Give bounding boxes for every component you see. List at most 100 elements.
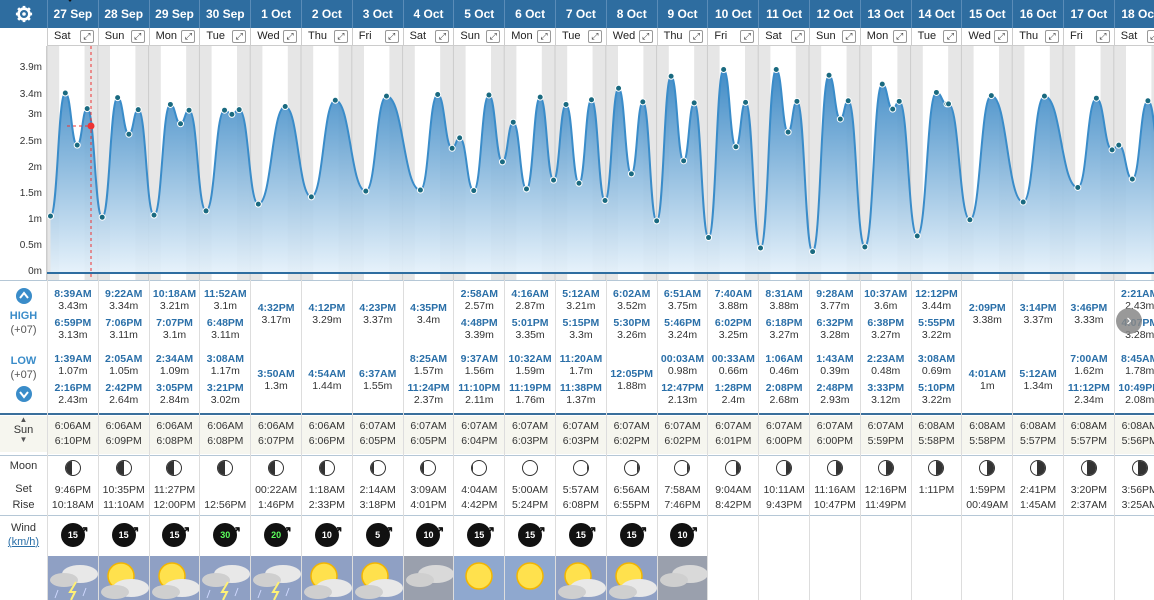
tide-point[interactable] <box>705 234 713 242</box>
tide-point[interactable] <box>1040 92 1048 100</box>
date-cell[interactable]: 29 Sep <box>148 0 200 28</box>
wind-indicator[interactable]: 15 ↗ <box>454 523 504 547</box>
expand-icon[interactable]: ⤢ <box>384 30 399 43</box>
tide-point[interactable] <box>202 207 210 215</box>
expand-icon[interactable]: ⤢ <box>689 30 704 43</box>
date-cell[interactable]: 13 Oct <box>859 0 911 28</box>
tide-point[interactable] <box>73 141 81 149</box>
expand-icon[interactable]: ⤢ <box>740 30 755 43</box>
expand-icon[interactable]: ⤢ <box>79 30 94 43</box>
expand-icon[interactable]: ⤢ <box>232 30 247 43</box>
tide-point[interactable] <box>448 144 456 152</box>
tide-point[interactable] <box>1144 97 1152 105</box>
tide-point[interactable] <box>784 128 792 136</box>
tide-point[interactable] <box>889 105 897 113</box>
date-cell[interactable]: 18 Oct <box>1113 0 1154 28</box>
tide-point[interactable] <box>307 193 315 201</box>
tide-point[interactable] <box>150 211 158 219</box>
date-cell[interactable]: 5 Oct <box>453 0 504 28</box>
wind-unit-link[interactable]: (km/h) <box>7 536 40 548</box>
tide-point[interactable] <box>742 98 750 106</box>
tide-point[interactable] <box>114 94 122 102</box>
date-cell[interactable]: 17 Oct <box>1063 0 1114 28</box>
tide-point[interactable] <box>588 96 596 104</box>
tide-point[interactable] <box>966 216 974 224</box>
tide-point[interactable] <box>1108 146 1116 154</box>
expand-icon[interactable]: ⤢ <box>790 30 805 43</box>
tide-point[interactable] <box>793 97 801 105</box>
tide-point[interactable] <box>809 248 817 256</box>
tide-point[interactable] <box>382 92 390 100</box>
tide-point[interactable] <box>836 115 844 123</box>
tide-point[interactable] <box>987 92 995 100</box>
tide-point[interactable] <box>1092 94 1100 102</box>
wind-indicator[interactable]: 15 ↗ <box>150 523 200 547</box>
tide-point[interactable] <box>639 98 647 106</box>
tide-point[interactable] <box>627 170 635 178</box>
tide-point[interactable] <box>1019 198 1027 206</box>
tide-point[interactable] <box>1074 183 1082 191</box>
tide-point[interactable] <box>720 65 728 73</box>
tide-point[interactable] <box>861 243 869 251</box>
wind-indicator[interactable]: 15 ↗ <box>48 523 98 547</box>
tide-point[interactable] <box>615 84 623 92</box>
tide-point[interactable] <box>485 91 493 99</box>
tide-point[interactable] <box>61 89 69 97</box>
expand-icon[interactable]: ⤢ <box>282 30 297 43</box>
now-marker[interactable] <box>87 122 95 130</box>
wind-indicator[interactable]: 15 ↗ <box>607 523 657 547</box>
expand-icon[interactable]: ⤢ <box>994 30 1009 43</box>
tide-point[interactable] <box>1128 175 1136 183</box>
tide-point[interactable] <box>98 213 106 221</box>
expand-icon[interactable]: ⤢ <box>1146 30 1154 43</box>
date-cell[interactable]: 2 Oct <box>301 0 352 28</box>
tide-point[interactable] <box>1115 141 1123 149</box>
expand-icon[interactable]: ⤢ <box>181 30 196 43</box>
expand-icon[interactable]: ⤢ <box>1044 30 1059 43</box>
tide-point[interactable] <box>456 134 464 142</box>
tide-point[interactable] <box>690 99 698 107</box>
date-cell[interactable]: 4 Oct <box>402 0 454 28</box>
date-cell[interactable]: 6 Oct <box>504 0 555 28</box>
tide-point[interactable] <box>185 106 193 114</box>
tide-point[interactable] <box>945 100 953 108</box>
tide-point[interactable] <box>536 93 544 101</box>
date-cell[interactable]: 15 Oct <box>961 0 1012 28</box>
tide-point[interactable] <box>362 187 370 195</box>
tide-point[interactable] <box>913 232 921 240</box>
date-cell[interactable]: 9 Oct <box>656 0 708 28</box>
expand-icon[interactable]: ⤢ <box>130 30 145 43</box>
wind-indicator[interactable]: 15 ↗ <box>556 523 606 547</box>
tide-point[interactable] <box>562 100 570 108</box>
expand-icon[interactable]: ⤢ <box>1095 30 1110 43</box>
tide-point[interactable] <box>228 110 236 118</box>
wind-indicator[interactable]: 30 ↗ <box>200 523 250 547</box>
expand-icon[interactable]: ⤢ <box>333 30 348 43</box>
expand-icon[interactable]: ⤢ <box>841 30 856 43</box>
scroll-up-icon[interactable] <box>0 288 47 304</box>
tide-point[interactable] <box>680 157 688 165</box>
wind-indicator[interactable]: 20 ↗ <box>251 523 301 547</box>
tide-point[interactable] <box>434 91 442 99</box>
wind-indicator[interactable]: 15 ↗ <box>505 523 555 547</box>
date-cell[interactable]: 3 Oct <box>351 0 403 28</box>
expand-icon[interactable]: ⤢ <box>536 30 551 43</box>
tide-point[interactable] <box>331 96 339 104</box>
tide-point[interactable] <box>235 106 243 114</box>
tide-point[interactable] <box>254 200 262 208</box>
date-cell[interactable]: 16 Oct <box>1012 0 1063 28</box>
scroll-down-icon[interactable] <box>0 386 47 402</box>
expand-icon[interactable]: ⤢ <box>435 30 450 43</box>
expand-icon[interactable]: ⤢ <box>943 30 958 43</box>
tide-point[interactable] <box>653 217 661 225</box>
date-cell[interactable]: 7 Oct <box>555 0 606 28</box>
tide-point[interactable] <box>667 72 675 80</box>
expand-icon[interactable]: ⤢ <box>486 30 501 43</box>
tide-point[interactable] <box>825 71 833 79</box>
tide-point[interactable] <box>166 100 174 108</box>
wind-indicator[interactable]: 10 ↗ <box>404 523 454 547</box>
tide-point[interactable] <box>844 97 852 105</box>
date-cell[interactable]: 1 Oct <box>250 0 301 28</box>
tide-point[interactable] <box>134 106 142 114</box>
date-cell[interactable]: 12 Oct <box>809 0 860 28</box>
